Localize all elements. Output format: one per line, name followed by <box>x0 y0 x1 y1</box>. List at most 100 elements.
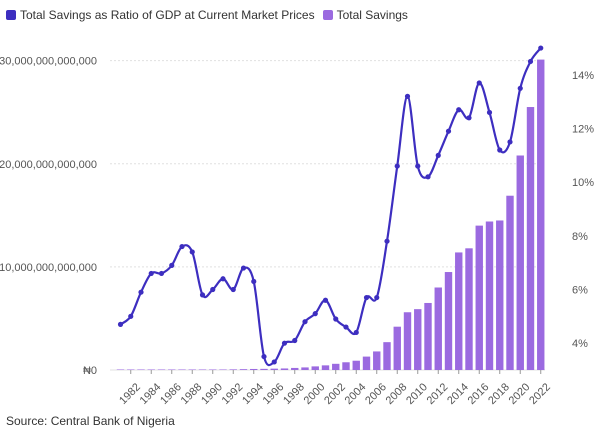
point-savings-ratio[interactable] <box>128 313 134 319</box>
bar-total-savings[interactable] <box>414 309 422 370</box>
y-right-tick-label: 14% <box>572 70 594 82</box>
bar-total-savings[interactable] <box>311 366 319 370</box>
x-tick-label: 2006 <box>363 381 389 407</box>
point-savings-ratio[interactable] <box>486 109 493 116</box>
point-savings-ratio[interactable] <box>343 324 349 330</box>
bar-total-savings[interactable] <box>229 369 237 370</box>
bar-total-savings[interactable] <box>188 369 196 371</box>
x-tick-label: 1992 <box>220 381 246 407</box>
point-savings-ratio[interactable] <box>404 93 411 99</box>
bar-total-savings[interactable] <box>332 363 340 370</box>
point-savings-ratio[interactable] <box>517 85 523 91</box>
point-savings-ratio[interactable] <box>199 292 206 298</box>
legend-label-savings: Total Savings <box>336 8 408 22</box>
point-savings-ratio[interactable] <box>333 316 339 322</box>
legend-item-savings[interactable]: Total Savings <box>322 8 408 22</box>
point-savings-ratio[interactable] <box>148 270 154 277</box>
point-savings-ratio[interactable] <box>251 278 257 285</box>
point-savings-ratio[interactable] <box>312 311 318 317</box>
point-savings-ratio[interactable] <box>220 276 226 282</box>
bar-total-savings[interactable] <box>209 369 217 371</box>
bar-total-savings[interactable] <box>475 225 483 370</box>
bar-total-savings[interactable] <box>178 369 186 371</box>
legend-item-ratio[interactable]: Total Savings as Ratio of GDP at Current… <box>6 8 315 22</box>
bar-total-savings[interactable] <box>516 155 524 371</box>
x-tick-label: 2020 <box>507 381 533 407</box>
point-savings-ratio[interactable] <box>415 163 421 169</box>
point-savings-ratio[interactable] <box>117 321 124 327</box>
point-savings-ratio[interactable] <box>527 58 534 65</box>
bar-total-savings[interactable] <box>362 356 371 370</box>
point-savings-ratio[interactable] <box>456 107 462 113</box>
point-savings-ratio[interactable] <box>302 319 308 325</box>
point-savings-ratio[interactable] <box>210 286 216 293</box>
bar-total-savings[interactable] <box>280 368 289 370</box>
bar-total-savings[interactable] <box>465 248 473 370</box>
bar-total-savings[interactable] <box>157 369 166 371</box>
y-right-tick-label: 4% <box>572 338 588 350</box>
point-savings-ratio[interactable] <box>497 147 503 153</box>
bar-total-savings[interactable] <box>291 367 299 370</box>
bar-total-savings[interactable] <box>537 59 545 370</box>
point-savings-ratio[interactable] <box>230 286 236 293</box>
bar-total-savings[interactable] <box>147 369 155 371</box>
y-right-tick-label: 12% <box>572 124 594 136</box>
bar-total-savings[interactable] <box>526 107 535 370</box>
point-savings-ratio[interactable] <box>353 329 359 336</box>
bar-total-savings[interactable] <box>198 369 207 371</box>
point-savings-ratio[interactable] <box>179 243 185 250</box>
point-savings-ratio[interactable] <box>292 337 298 344</box>
bar-total-savings[interactable] <box>373 351 381 370</box>
point-savings-ratio[interactable] <box>466 115 472 121</box>
point-savings-ratio[interactable] <box>169 262 175 268</box>
point-savings-ratio[interactable] <box>322 297 329 303</box>
legend-label-ratio: Total Savings as Ratio of GDP at Current… <box>20 8 315 22</box>
x-tick-label: 2016 <box>466 381 492 407</box>
point-savings-ratio[interactable] <box>138 289 144 295</box>
point-savings-ratio[interactable] <box>384 238 390 244</box>
bar-total-savings[interactable] <box>321 365 330 370</box>
point-savings-ratio[interactable] <box>507 139 513 145</box>
bar-total-savings[interactable] <box>250 368 258 370</box>
point-savings-ratio[interactable] <box>476 80 482 86</box>
bar-total-savings[interactable] <box>270 368 278 370</box>
bar-total-savings[interactable] <box>383 342 391 370</box>
point-savings-ratio[interactable] <box>425 174 431 180</box>
bar-total-savings[interactable] <box>444 272 453 370</box>
point-savings-ratio[interactable] <box>445 128 452 134</box>
point-savings-ratio[interactable] <box>240 265 247 271</box>
x-tick-label: 1990 <box>199 381 225 407</box>
bar-total-savings[interactable] <box>116 369 125 371</box>
bar-total-savings[interactable] <box>260 368 268 370</box>
bar-total-savings[interactable] <box>424 302 432 370</box>
bar-total-savings[interactable] <box>301 367 309 370</box>
x-tick-label: 1998 <box>281 381 307 407</box>
bar-total-savings[interactable] <box>496 220 504 370</box>
point-savings-ratio[interactable] <box>363 294 370 301</box>
bar-total-savings[interactable] <box>485 221 494 371</box>
point-savings-ratio[interactable] <box>189 249 195 255</box>
bar-total-savings[interactable] <box>127 369 135 371</box>
point-savings-ratio[interactable] <box>394 163 400 169</box>
bar-total-savings[interactable] <box>168 369 176 371</box>
point-savings-ratio[interactable] <box>374 294 380 301</box>
bar-total-savings[interactable] <box>239 369 248 370</box>
bar-total-savings[interactable] <box>352 360 360 370</box>
bar-total-savings[interactable] <box>403 312 412 370</box>
bar-total-savings[interactable] <box>137 369 145 371</box>
legend: Total Savings as Ratio of GDP at Current… <box>6 8 416 22</box>
bar-total-savings[interactable] <box>219 369 227 371</box>
y-left-tick-label: ₦10,000,000,000,000 <box>0 262 97 274</box>
point-savings-ratio[interactable] <box>261 353 267 360</box>
bar-total-savings[interactable] <box>455 252 463 370</box>
point-savings-ratio[interactable] <box>158 270 165 277</box>
bar-total-savings[interactable] <box>434 287 442 371</box>
point-savings-ratio[interactable] <box>435 152 441 158</box>
bar-total-savings[interactable] <box>393 326 401 370</box>
point-savings-ratio[interactable] <box>271 359 277 365</box>
bar-total-savings[interactable] <box>506 195 514 370</box>
point-savings-ratio[interactable] <box>281 340 288 346</box>
x-tick-label: 2008 <box>384 381 410 407</box>
point-savings-ratio[interactable] <box>538 45 544 51</box>
bar-total-savings[interactable] <box>342 362 350 370</box>
